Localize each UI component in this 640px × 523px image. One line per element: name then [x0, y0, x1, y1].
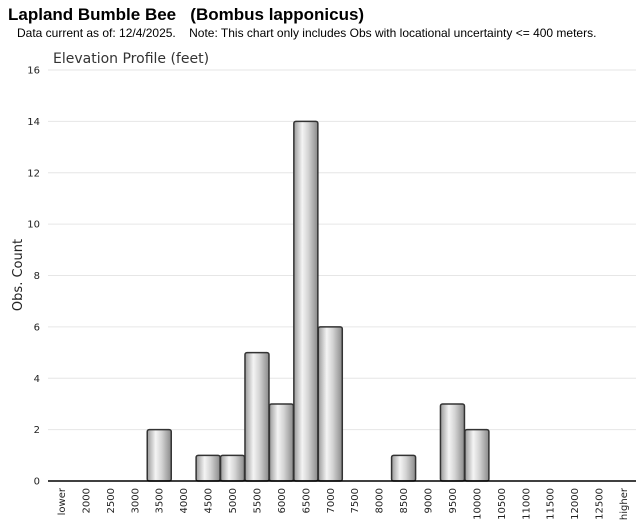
y-tick-label: 8 [34, 271, 40, 282]
x-tick-label: 9000 [424, 488, 435, 513]
y-tick-label: 10 [27, 220, 40, 231]
bar-4500 [195, 454, 221, 482]
chart-note: Note: This chart only includes Obs with … [189, 26, 597, 40]
bar-8500 [390, 454, 417, 482]
x-tick-label: 3000 [130, 488, 141, 513]
x-tick-label: higher [619, 487, 630, 520]
x-tick-label: 5500 [252, 488, 263, 513]
data-current-label: Data current as of: 12/4/2025. [17, 26, 176, 40]
bar-5000 [219, 454, 246, 482]
y-tick-label: 14 [27, 117, 40, 128]
x-tick-label: lower [57, 487, 68, 515]
bar-5500 [244, 351, 270, 482]
x-tick-label: 10500 [497, 488, 508, 520]
x-tick-label: 3500 [155, 488, 166, 513]
y-tick-label: 2 [34, 425, 40, 436]
chart-title: Elevation Profile (feet) [53, 51, 209, 67]
x-tick-label: 4000 [179, 488, 190, 513]
x-tick-label: 4500 [204, 488, 215, 513]
x-tick-label: 5000 [228, 488, 239, 513]
x-tick-label: 10000 [472, 488, 483, 520]
x-tick-label: 12500 [595, 488, 606, 520]
y-axis-label: Obs. Count [11, 239, 26, 311]
bars [146, 120, 490, 482]
x-tick-label: 6000 [277, 488, 288, 513]
x-tick-label: 7500 [350, 488, 361, 513]
x-tick-label: 11000 [521, 488, 532, 520]
y-tick-label: 16 [27, 66, 40, 77]
y-tick-label: 0 [34, 477, 40, 488]
y-tick-label: 6 [34, 322, 40, 333]
bar-7000 [317, 326, 344, 482]
x-tick-label: 8000 [375, 488, 386, 513]
bar-6500 [293, 120, 319, 482]
x-axis-ticks: lower 2000 2500 3000 3500 4000 4500 5000 5500 600… [57, 487, 630, 520]
y-axis-ticks: 0 2 4 6 8 10 12 14 16 [27, 66, 40, 488]
bar-10000 [464, 428, 490, 482]
page-title: Lapland Bumble Bee (Bombus lapponicus) [8, 5, 365, 24]
x-tick-label: 9500 [448, 488, 459, 513]
subtitle: Data current as of: 12/4/2025. Note: Thi… [17, 26, 596, 40]
bar-3500 [146, 428, 172, 482]
x-tick-label: 7000 [326, 488, 337, 513]
x-tick-label: 2000 [81, 488, 92, 513]
x-tick-label: 2500 [106, 488, 117, 513]
y-tick-label: 12 [27, 168, 40, 179]
bar-6000 [268, 403, 295, 482]
bar-9500 [439, 403, 466, 482]
x-tick-label: 6500 [301, 488, 312, 513]
y-tick-label: 4 [34, 374, 40, 385]
x-tick-label: 11500 [546, 488, 557, 520]
x-tick-label: 12000 [570, 488, 581, 520]
x-tick-label: 8500 [399, 488, 410, 513]
